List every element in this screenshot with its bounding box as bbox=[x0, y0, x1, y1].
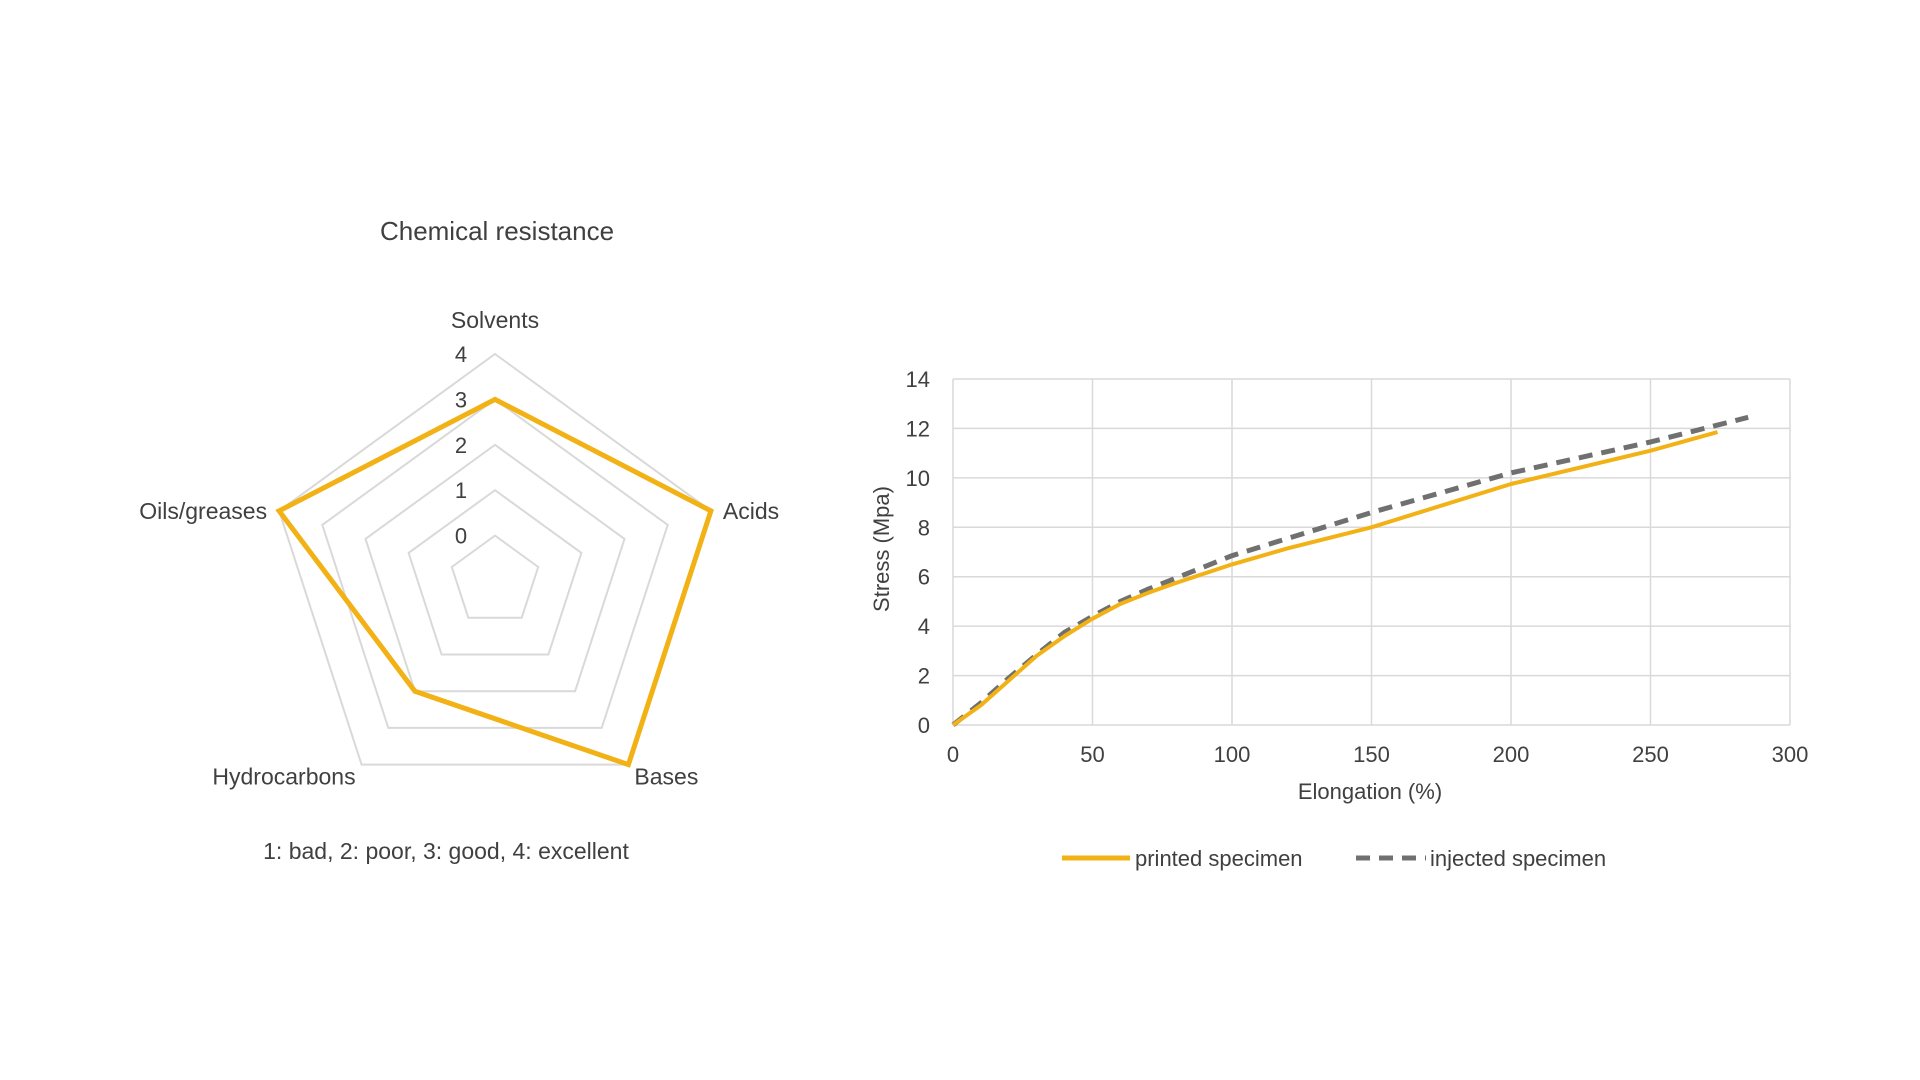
y-axis-label: Stress (Mpa) bbox=[869, 486, 894, 612]
series-line-injected-specimen bbox=[951, 414, 1749, 727]
y-tick-label: 12 bbox=[906, 416, 930, 441]
y-axis-tick-labels: 0 2 4 6 8 10 12 14 bbox=[906, 367, 930, 738]
x-axis-label: Elongation (%) bbox=[1298, 779, 1442, 804]
y-tick-label: 10 bbox=[906, 466, 930, 491]
x-axis-tick-labels: 0 50 100 150 200 250 300 bbox=[947, 742, 1808, 767]
radar-tick-labels: 0 1 2 3 4 bbox=[455, 342, 467, 549]
radar-axis-label: Acids bbox=[723, 498, 779, 524]
line-chart: 0 50 100 150 200 250 300 0 2 4 6 8 10 12 14 Elongatio… bbox=[869, 367, 1808, 871]
radar-tick-label: 1 bbox=[455, 478, 467, 503]
legend-label-injected-specimen: injected specimen bbox=[1430, 846, 1606, 871]
x-tick-label: 100 bbox=[1214, 742, 1251, 767]
x-tick-label: 50 bbox=[1080, 742, 1104, 767]
y-tick-label: 6 bbox=[918, 565, 930, 590]
radar-axis-labels: Solvents Acids Bases Hydrocarbons Oils/greas… bbox=[139, 307, 779, 790]
radar-grid-ring bbox=[277, 352, 713, 766]
radar-series-polygon bbox=[275, 396, 714, 768]
radar-axis-label: Hydrocarbons bbox=[212, 764, 355, 790]
y-tick-label: 8 bbox=[918, 515, 930, 540]
radar-grid-ring bbox=[321, 398, 669, 729]
radar-title: Chemical resistance bbox=[380, 216, 614, 246]
x-tick-label: 150 bbox=[1353, 742, 1390, 767]
radar-axis-label: Bases bbox=[634, 764, 698, 790]
line-chart-grid bbox=[952, 378, 1791, 726]
radar-grid-ring bbox=[407, 488, 583, 656]
radar-tick-label: 0 bbox=[455, 524, 467, 549]
x-tick-label: 200 bbox=[1493, 742, 1530, 767]
y-tick-label: 14 bbox=[906, 367, 930, 392]
radar-grid-ring bbox=[450, 534, 540, 619]
radar-grid-ring bbox=[364, 443, 626, 693]
line-chart-series bbox=[951, 414, 1749, 727]
radar-rating-note: 1: bad, 2: poor, 3: good, 4: excellent bbox=[263, 838, 629, 864]
radar-axis-label: Oils/greases bbox=[139, 498, 267, 524]
radar-tick-label: 4 bbox=[455, 342, 467, 367]
radar-axis-label: Solvents bbox=[451, 307, 539, 333]
radar-tick-label: 3 bbox=[455, 387, 467, 412]
x-tick-label: 300 bbox=[1772, 742, 1809, 767]
legend-label-printed-specimen: printed specimen bbox=[1135, 846, 1303, 871]
series-line-printed-specimen bbox=[951, 430, 1719, 727]
y-tick-label: 0 bbox=[918, 713, 930, 738]
legend: printed specimen injected specimen bbox=[1062, 846, 1606, 871]
y-tick-label: 2 bbox=[918, 664, 930, 689]
radar-grid bbox=[277, 352, 713, 766]
y-tick-label: 4 bbox=[918, 614, 930, 639]
x-tick-label: 250 bbox=[1632, 742, 1669, 767]
x-tick-label: 0 bbox=[947, 742, 959, 767]
radar-tick-label: 2 bbox=[455, 433, 467, 458]
radar-chart: Chemical resistance Solvents Acids Bases Hy… bbox=[139, 216, 779, 864]
